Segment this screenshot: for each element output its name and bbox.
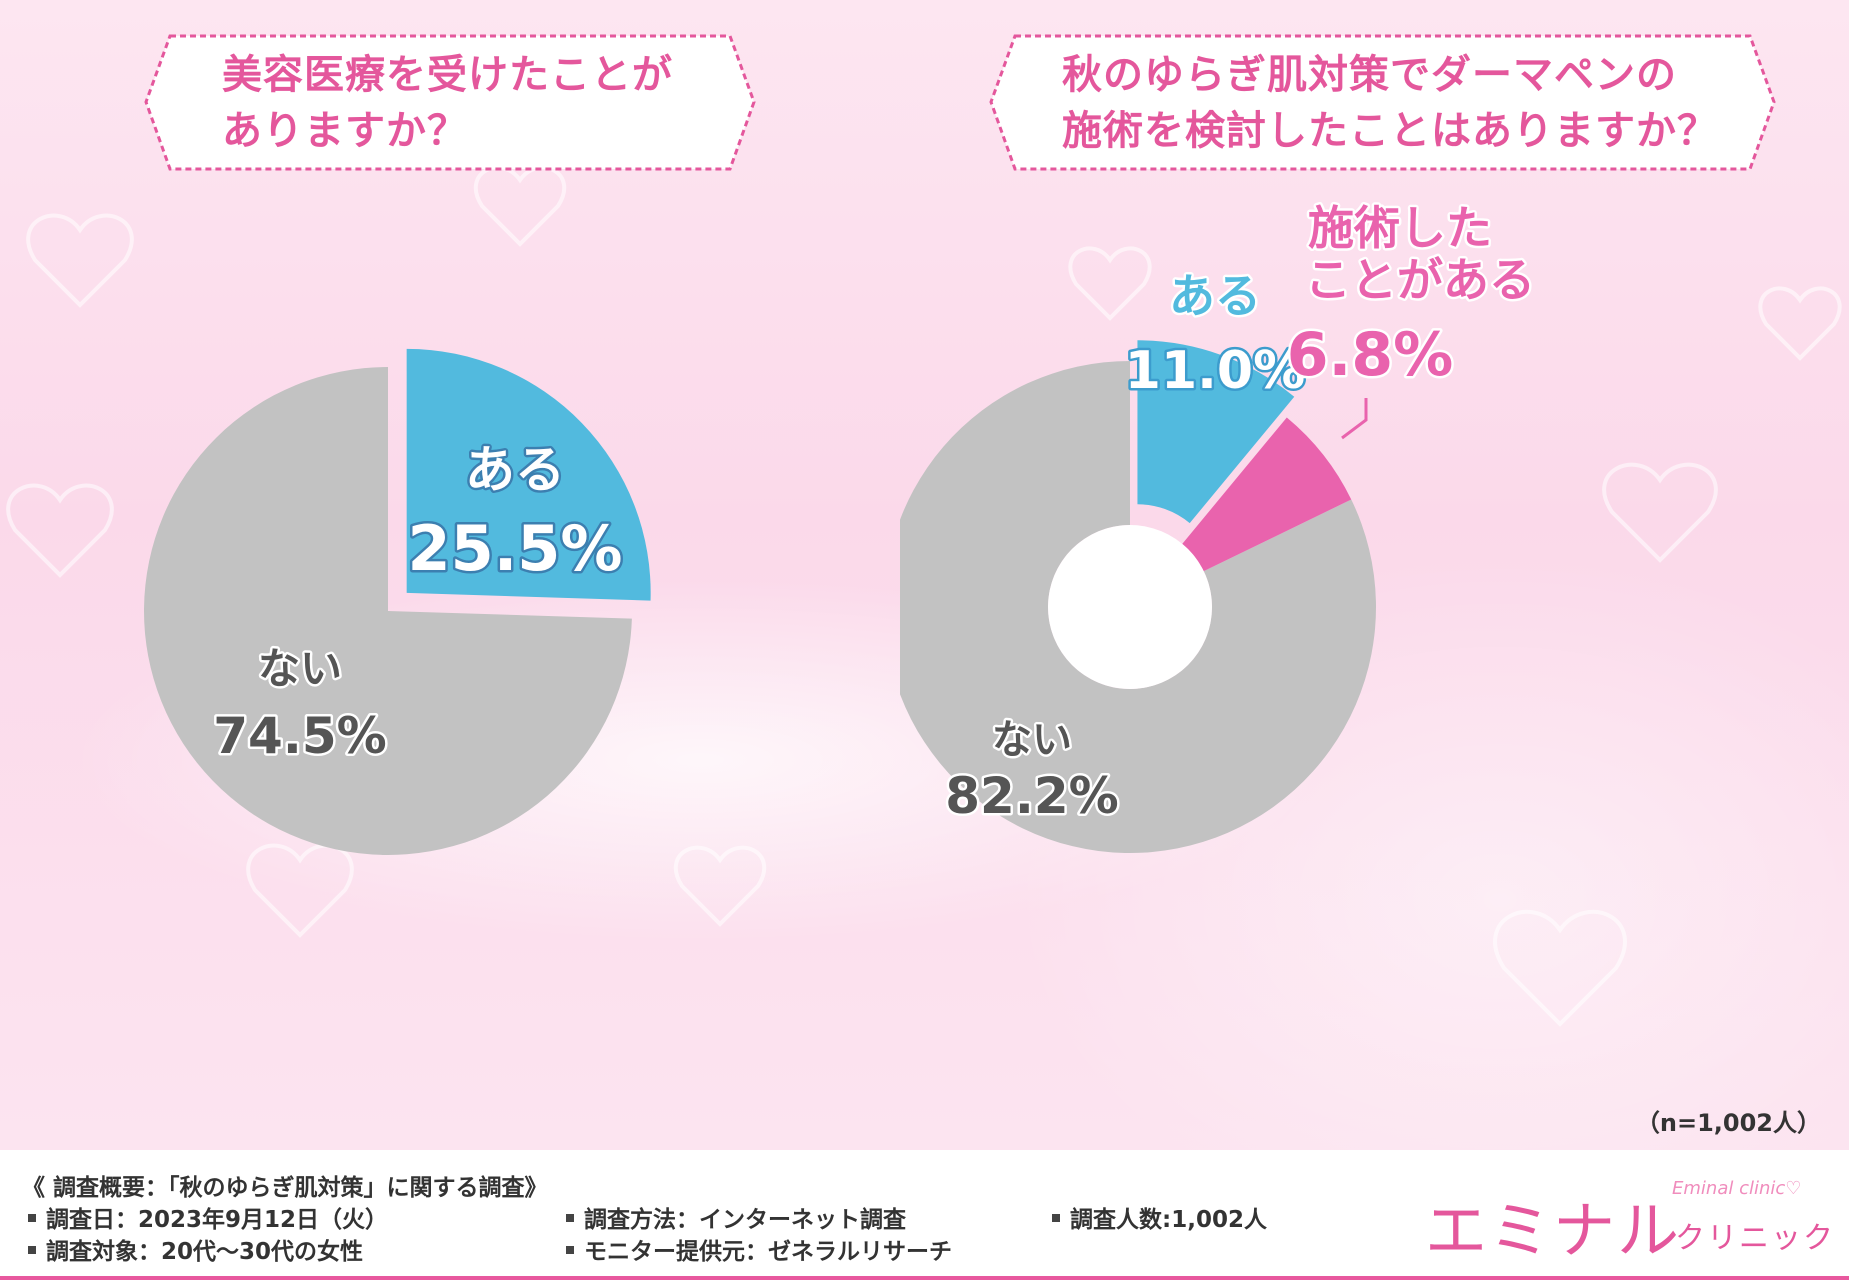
question-2: 秋のゆらぎ肌対策でダーマペンの 施術を検討したことはありますか？ [1062, 44, 1782, 162]
heart-pattern-decoration [0, 0, 1849, 1150]
slice-value-aru: 25.5% [407, 512, 622, 585]
slice-label-nai: ない [258, 644, 342, 693]
donut-slice-nai [900, 361, 1376, 853]
slice-value-nai: 74.5% [213, 707, 386, 765]
pie-slice-aru [406, 348, 651, 601]
sample-size: （n=1,002人） [1635, 1109, 1821, 1137]
logo-sub: クリニック [1675, 1221, 1835, 1256]
donut-hole [1048, 525, 1212, 689]
donut-slice-sejutsu [1182, 417, 1352, 572]
logo-main: エミナル [1425, 1194, 1682, 1267]
logo-english: Eminal clinic♡ [1672, 1178, 1802, 1199]
survey-count: 調査人数:1,002人 [1052, 1200, 1267, 1234]
survey-title: 《 調査概要：「秋のゆらぎ肌対策」に関する調査》 [22, 1175, 548, 1201]
heart-icon [673, 845, 767, 927]
survey-provider: モニター提供元：ゼネラルリサーチ [566, 1232, 952, 1266]
survey-method: 調査方法：インターネット調査 [566, 1200, 906, 1234]
heart-icon [1493, 909, 1627, 1027]
leader-line [1341, 398, 1368, 440]
pie-slice-nai [143, 367, 632, 855]
slice-label-sejutsu-line1: 施術した [1308, 201, 1492, 255]
heart-icon [26, 213, 134, 308]
heart-icon [1758, 286, 1842, 361]
heart-icon [473, 165, 567, 247]
bullet-icon [566, 1213, 574, 1222]
slice-value-nai: 82.2% [945, 767, 1118, 825]
slice-value-sejutsu: 6.8% [1287, 320, 1453, 390]
slice-value-aru: 11.0% [1125, 341, 1305, 401]
donut-slice-aru [1137, 340, 1295, 524]
question-1: 美容医療を受けたことが ありますか？ [222, 44, 762, 162]
heart-icon [6, 483, 114, 578]
pie-chart-1: ある 25.5% ない 74.5% [143, 348, 651, 855]
survey-target: 調査対象：20代～30代の女性 [28, 1232, 363, 1266]
slice-label-aru: ある [465, 441, 565, 499]
bullet-icon [566, 1245, 574, 1254]
chart-canvas: 美容医療を受けたことが ありますか？ 秋のゆらぎ肌対策でダーマペンの 施術を検討… [0, 0, 1849, 1150]
survey-footer: 《 調査概要：「秋のゆらぎ肌対策」に関する調査》 調査日：2023年9月12日（… [0, 1150, 1849, 1280]
bullet-icon [28, 1245, 36, 1254]
bullet-icon [1052, 1213, 1060, 1222]
slice-label-aru: ある [1169, 269, 1261, 323]
slice-label-sejutsu-line2: ことがある [1305, 253, 1535, 307]
heart-icon [1068, 246, 1152, 321]
heart-icon [1602, 462, 1718, 563]
survey-date: 調査日：2023年9月12日（火） [28, 1200, 388, 1234]
question-2-text: 秋のゆらぎ肌対策でダーマペンの 施術を検討したことはありますか？ [1062, 52, 1718, 154]
slice-label-nai: ない [992, 717, 1072, 763]
question-1-text: 美容医療を受けたことが ありますか？ [222, 52, 673, 154]
heart-icon [246, 843, 354, 938]
bullet-icon [28, 1213, 36, 1222]
